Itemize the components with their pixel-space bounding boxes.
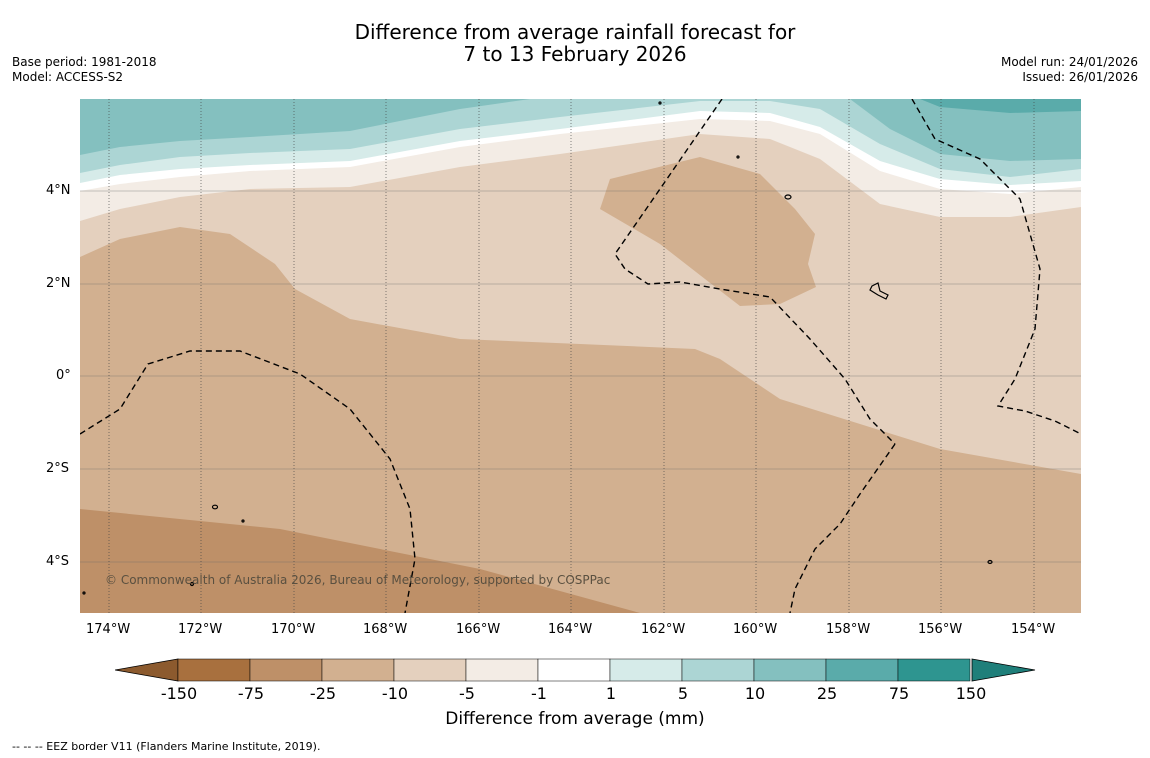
colorbar-label-8: 10 xyxy=(744,684,766,703)
issued-date: Issued: 26/01/2026 xyxy=(1022,70,1138,84)
colorbar-label-9: 25 xyxy=(816,684,838,703)
colorbar xyxy=(115,658,1036,682)
lon-label-160w: 160°W xyxy=(733,622,778,637)
colorbar-cell-2 xyxy=(321,658,395,682)
model-run: Model run: 24/01/2026 xyxy=(1000,55,1138,69)
colorbar-label-11: 150 xyxy=(955,684,987,703)
lon-label-154w: 154°W xyxy=(1011,622,1056,637)
colorbar-cell-3 xyxy=(393,658,467,682)
colorbar-cell-5 xyxy=(537,658,611,682)
grid-lat xyxy=(80,190,1081,563)
colorbar-extend-low xyxy=(115,658,179,682)
region-minus25-patch xyxy=(600,157,816,306)
lon-label-174w: 174°W xyxy=(86,622,131,637)
colorbar-cell-6 xyxy=(609,658,683,682)
chart-title-line2: 7 to 13 February 2026 xyxy=(463,42,687,66)
colorbar-extend-high xyxy=(971,658,1036,682)
colorbar-label-10: 75 xyxy=(888,684,910,703)
lon-label-168w: 168°W xyxy=(363,622,408,637)
colorbar-cell-8 xyxy=(753,658,827,682)
region-plus25 xyxy=(920,99,1081,113)
model-name: Model: ACCESS-S2 xyxy=(12,70,124,84)
eez-borders xyxy=(80,99,1081,613)
rainfall-map xyxy=(80,99,1081,613)
colorbar-cell-7 xyxy=(681,658,755,682)
chart-title-line1: Difference from average rainfall forecas… xyxy=(354,20,796,44)
lon-label-158w: 158°W xyxy=(826,622,871,637)
colorbar-label-7: 5 xyxy=(677,684,689,703)
colorbar-cell-1 xyxy=(249,658,323,682)
colorbar-label-1: -75 xyxy=(237,684,265,703)
lat-label-4n: 4°N xyxy=(46,183,71,198)
colorbar-cell-4 xyxy=(465,658,539,682)
colorbar-label-2: -25 xyxy=(309,684,337,703)
lat-label-0: 0° xyxy=(56,368,71,383)
colorbar-cell-0 xyxy=(177,658,251,682)
lat-label-2n: 2°N xyxy=(46,276,71,291)
lon-label-164w: 164°W xyxy=(548,622,593,637)
colorbar-label-5: -1 xyxy=(531,684,547,703)
lon-label-170w: 170°W xyxy=(271,622,316,637)
region-minus10 xyxy=(80,99,1081,474)
lat-label-2s: 2°S xyxy=(46,461,70,476)
islands xyxy=(82,101,993,595)
colorbar-cell-10 xyxy=(897,658,971,682)
map-svg xyxy=(80,99,1081,613)
colorbar-title: Difference from average (mm) xyxy=(445,709,705,729)
lon-label-156w: 156°W xyxy=(918,622,963,637)
colorbar-label-0: -150 xyxy=(160,684,198,703)
colorbar-cell-9 xyxy=(825,658,899,682)
base-period: Base period: 1981-2018 xyxy=(12,55,157,69)
copyright-notice: © Commonwealth of Australia 2026, Bureau… xyxy=(105,573,611,587)
colorbar-label-3: -10 xyxy=(381,684,409,703)
colorbar-label-6: 1 xyxy=(605,684,617,703)
colorbar-cells xyxy=(177,658,971,682)
lon-label-166w: 166°W xyxy=(456,622,501,637)
lon-label-162w: 162°W xyxy=(641,622,686,637)
lat-label-4s: 4°S xyxy=(46,554,70,569)
colorbar-label-4: -5 xyxy=(459,684,475,703)
eez-footnote: -- -- -- EEZ border V11 (Flanders Marine… xyxy=(12,740,321,753)
lon-label-172w: 172°W xyxy=(178,622,223,637)
region-plus10 xyxy=(80,99,1081,161)
